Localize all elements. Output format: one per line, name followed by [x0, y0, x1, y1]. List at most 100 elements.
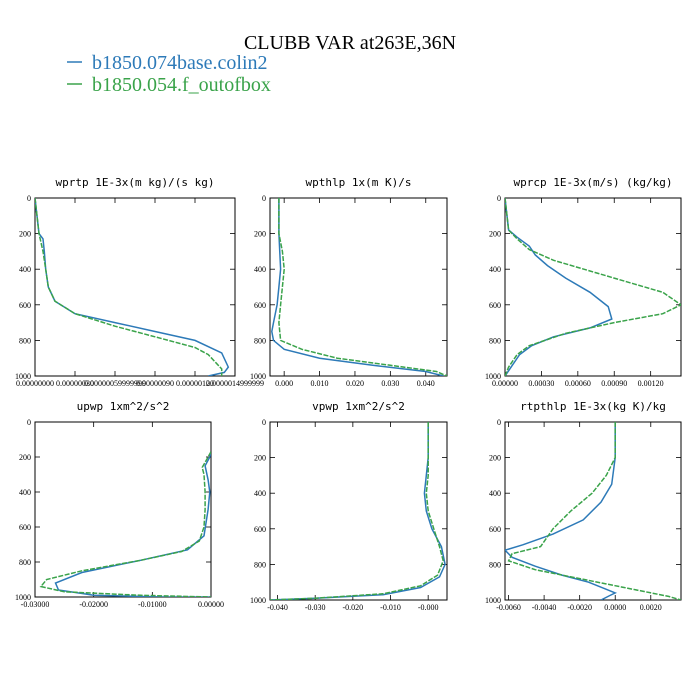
y-tick-label: 800: [489, 336, 501, 345]
x-tick-label: 0.040: [417, 379, 435, 388]
x-tick-label: -0.0020: [567, 603, 592, 612]
panel-3: wprcp 1E-3x(m/s) (kg/kg) 0 200 400 600 800 100…: [485, 176, 682, 388]
x-tick-label: -0.03000: [21, 600, 50, 609]
y-tick-label: 1000: [15, 372, 31, 381]
figure-title: CLUBB VAR at263E,36N: [244, 32, 456, 54]
x-tick-label: -0.040: [267, 603, 288, 612]
panels: wprtp 1E-3x(m kg)/(s kg) 0 200 400 600 800 100…: [15, 176, 682, 612]
series-line-1: [54, 451, 211, 597]
x-tick-label: 0.00000: [198, 600, 224, 609]
plot-frame: [504, 197, 682, 377]
plot-frame: [504, 421, 682, 601]
series-line-2: [270, 422, 444, 600]
series-line-1: [35, 198, 230, 376]
plot-frame: [34, 197, 236, 377]
series-line-2: [507, 422, 681, 600]
x-tick-label: -0.02000: [79, 600, 108, 609]
x-tick-label: -0.020: [343, 603, 364, 612]
plot-frame: [269, 421, 448, 601]
y-tick-label: 600: [254, 525, 266, 534]
series-line-2: [39, 451, 211, 597]
y-tick-label: 800: [19, 558, 31, 567]
panel-title: rtpthlp 1E-3x(kg K)/kg: [520, 400, 666, 413]
y-tick-label: 1000: [485, 596, 501, 605]
x-tick-label: 0.00000000: [16, 379, 54, 388]
x-tick-label: 0.0000: [604, 603, 626, 612]
x-tick-label: -0.010: [380, 603, 401, 612]
series-line-1: [270, 422, 446, 600]
x-tick-label: 0.00090: [601, 379, 627, 388]
y-tick-label: 600: [19, 523, 31, 532]
y-tick-label: 400: [19, 488, 31, 497]
x-tick-label: 0.00000120: [176, 379, 214, 388]
x-tick-label: -0.01000: [138, 600, 167, 609]
x-tick-label: 0.00030: [528, 379, 554, 388]
plot-frame: [34, 421, 212, 598]
x-tick-label: 0.0020: [640, 603, 662, 612]
x-tick-label: 0.00000: [492, 379, 518, 388]
panel-title: vpwp 1xm^2/s^2: [312, 400, 405, 413]
y-tick-label: 1000: [15, 593, 31, 602]
x-tick-label: -0.0060: [496, 603, 521, 612]
series-line-2: [278, 198, 447, 376]
panel-title: wprtp 1E-3x(m kg)/(s kg): [56, 176, 215, 189]
y-tick-label: 200: [19, 230, 31, 239]
y-tick-label: 1000: [485, 372, 501, 381]
y-tick-label: 0: [27, 418, 31, 427]
y-tick-label: 800: [254, 336, 266, 345]
y-tick-label: 1000: [250, 372, 266, 381]
x-tick-label: 0.030: [381, 379, 399, 388]
series-line-2: [35, 198, 223, 376]
series-line-1: [505, 198, 613, 376]
series-line-1: [271, 198, 444, 376]
x-tick-label: -0.0040: [532, 603, 557, 612]
legend-label-1: b1850.074base.colin2: [92, 52, 268, 74]
y-tick-label: 200: [254, 454, 266, 463]
y-tick-label: 800: [19, 336, 31, 345]
y-tick-label: 600: [254, 301, 266, 310]
y-tick-label: 400: [19, 265, 31, 274]
y-tick-label: 400: [489, 489, 501, 498]
plot-frame: [269, 197, 448, 377]
x-tick-label: 0.00000059999999: [84, 379, 146, 388]
y-tick-label: 200: [489, 454, 501, 463]
x-tick-label: 0.0000014999999: [206, 379, 264, 388]
x-tick-label: -0.030: [305, 603, 326, 612]
y-tick-label: 200: [19, 453, 31, 462]
y-tick-label: 600: [19, 301, 31, 310]
x-tick-label: 0.000: [275, 379, 293, 388]
legend-label-2: b1850.054.f_outofbox: [92, 74, 271, 96]
panel-5: vpwp 1xm^2/s^2 0 200 400 600 800 1000-0.040 -0.…: [250, 400, 448, 612]
x-tick-label: -0.000: [418, 603, 439, 612]
panel-2: wpthlp 1x(m K)/s 0 200 400 600 800 1000 0.000 0.…: [250, 176, 448, 388]
x-tick-label: 0.00120: [638, 379, 664, 388]
y-tick-label: 600: [489, 301, 501, 310]
y-tick-label: 0: [27, 194, 31, 203]
x-tick-label: 0.00000090: [136, 379, 174, 388]
y-tick-label: 0: [262, 194, 266, 203]
panel-title: upwp 1xm^2/s^2: [77, 400, 170, 413]
y-tick-label: 400: [489, 265, 501, 274]
x-tick-label: 0.00000030: [56, 379, 94, 388]
x-tick-label: 0.020: [346, 379, 364, 388]
series-line-2: [505, 198, 681, 376]
y-tick-label: 400: [254, 489, 266, 498]
panel-4: upwp 1xm^2/s^2 0 200 400 600 800 1000-0.03000 -…: [15, 400, 224, 609]
panel-1: wprtp 1E-3x(m kg)/(s kg) 0 200 400 600 800 100…: [15, 176, 264, 388]
y-tick-label: 0: [497, 418, 501, 427]
y-tick-label: 800: [254, 560, 266, 569]
series-line-1: [505, 422, 618, 600]
y-tick-label: 0: [262, 418, 266, 427]
panel-title: wpthlp 1x(m K)/s: [306, 176, 412, 189]
x-tick-label: 0.010: [311, 379, 329, 388]
y-tick-label: 800: [489, 560, 501, 569]
panel-6: rtpthlp 1E-3x(kg K)/kg02004006008001000-…: [485, 400, 682, 612]
y-tick-label: 400: [254, 265, 266, 274]
y-tick-label: 0: [497, 194, 501, 203]
y-tick-label: 1000: [250, 596, 266, 605]
y-tick-label: 200: [254, 230, 266, 239]
y-tick-label: 600: [489, 525, 501, 534]
x-tick-label: 0.00060: [565, 379, 591, 388]
